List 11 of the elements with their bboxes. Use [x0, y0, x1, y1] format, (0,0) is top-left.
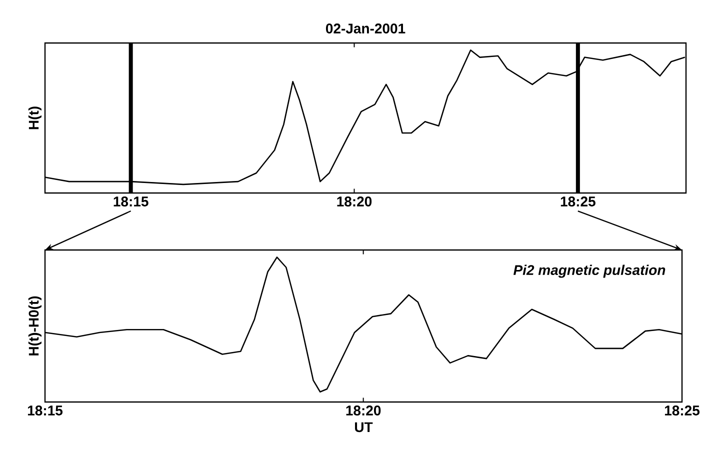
- y-axis-title: H(t): [28, 106, 42, 130]
- y-axis-title: H(t)-H0(t): [28, 296, 42, 356]
- x-tick-label: 18:25: [560, 196, 596, 206]
- x-tick-label: 18:25: [664, 406, 700, 416]
- x-tick-label: 18:15: [114, 196, 148, 206]
- annotation: Pi2 magnetic pulsation: [514, 264, 666, 278]
- chart-title: 02-Jan-2001: [326, 24, 406, 34]
- x-tick-label: 18:20: [346, 406, 381, 416]
- x-axis-title: UT: [355, 422, 373, 432]
- x-tick-label: 18:20: [337, 196, 372, 206]
- x-tick-label: 18:15: [28, 406, 63, 416]
